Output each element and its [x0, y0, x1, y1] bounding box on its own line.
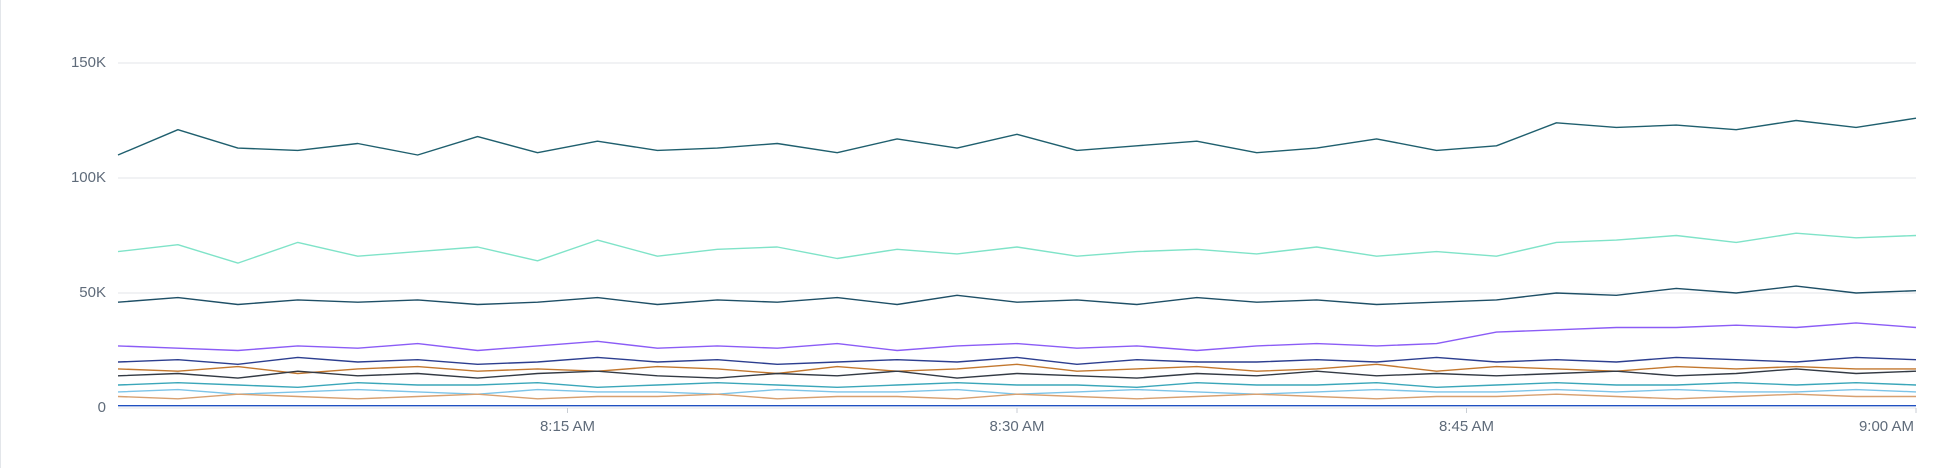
y-tick-label: 0 [98, 399, 106, 416]
series-line [117, 368, 1917, 379]
series-line [117, 356, 1917, 365]
series-line [117, 232, 1917, 264]
y-tick-label: 150K [71, 54, 106, 71]
y-tick-label: 100K [71, 169, 106, 186]
series-line [117, 363, 1916, 375]
series-line [117, 393, 1916, 400]
x-tick-label: 8:15 AM [540, 418, 595, 435]
y-tick-label: 50K [79, 284, 106, 301]
series-line [117, 285, 1917, 306]
x-tick-label: 8:45 AM [1439, 418, 1494, 435]
x-tick-label: 8:30 AM [989, 418, 1044, 435]
series-line [117, 382, 1917, 388]
series-line [117, 322, 1917, 352]
series-line [117, 117, 1917, 156]
x-tick-label: 9:00 AM [1859, 418, 1914, 435]
